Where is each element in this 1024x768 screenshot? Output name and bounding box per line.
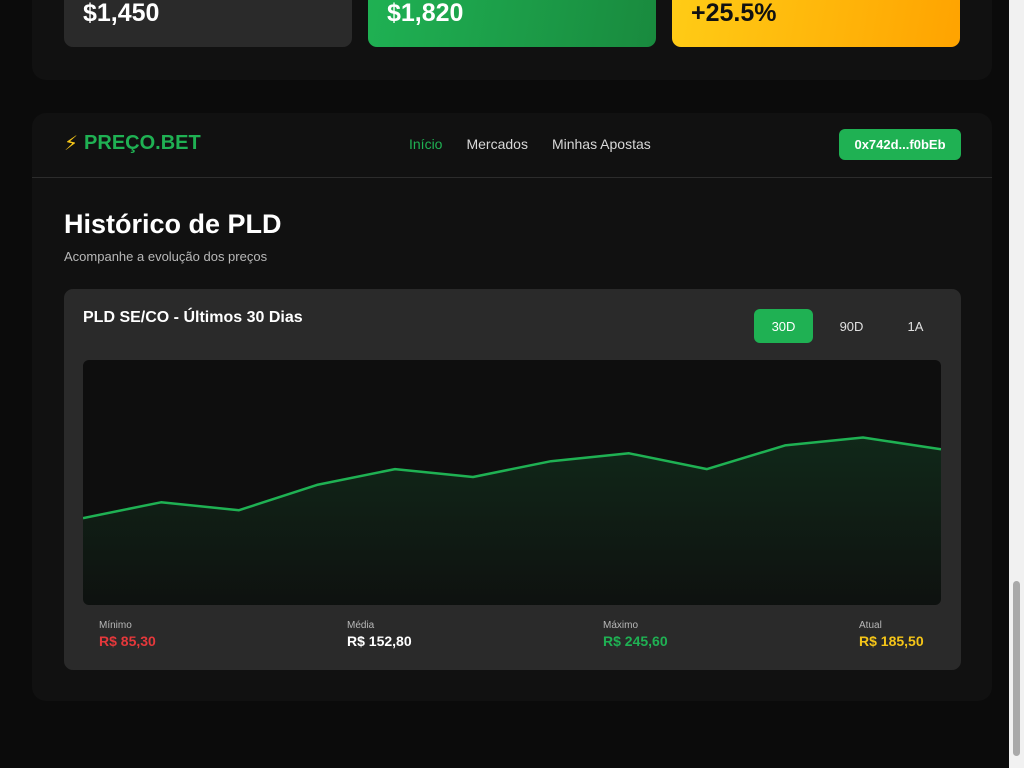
chart-card: PLD SE/CO - Últimos 30 Dias 30D 90D 1A M… xyxy=(64,289,961,670)
stat-label: Média xyxy=(347,620,375,631)
stat-value: R$ 85,30 xyxy=(99,633,156,649)
nav-link-inicio[interactable]: Início xyxy=(409,136,443,152)
nav-link-mercados[interactable]: Mercados xyxy=(466,136,528,152)
summary-card-value: $1,450 xyxy=(83,0,160,27)
price-chart xyxy=(83,360,941,605)
range-button-90d[interactable]: 90D xyxy=(822,309,881,343)
navbar: ⚡ PREÇO.BET Início Mercados Minhas Apost… xyxy=(32,113,992,178)
range-button-1a[interactable]: 1A xyxy=(886,309,945,343)
stat-atual: Atual R$ 185,50 xyxy=(859,620,924,649)
chart-area-fill xyxy=(83,437,941,605)
lightning-icon: ⚡ xyxy=(64,133,79,155)
summary-card-2: $1,820 xyxy=(368,0,656,47)
stat-maximo: Máximo R$ 245,60 xyxy=(603,620,668,649)
stat-media: Média R$ 152,80 xyxy=(347,620,412,649)
nav-links: Início Mercados Minhas Apostas xyxy=(409,136,651,152)
chart-title: PLD SE/CO - Últimos 30 Dias xyxy=(83,309,303,326)
page-subtitle: Acompanhe a evolução dos preços xyxy=(64,249,268,264)
price-chart-svg xyxy=(83,436,941,605)
summary-card-value: +25.5% xyxy=(691,0,777,27)
nav-link-minhas-apostas[interactable]: Minhas Apostas xyxy=(551,136,651,152)
summary-card-3: +25.5% xyxy=(672,0,960,47)
summary-card-value: $1,820 xyxy=(387,0,464,27)
stat-label: Máximo xyxy=(603,620,639,631)
stat-label: Atual xyxy=(859,620,882,631)
stat-label: Mínimo xyxy=(99,620,132,631)
page-scrollbar[interactable] xyxy=(1009,0,1024,768)
stat-value: R$ 245,60 xyxy=(603,633,668,649)
stat-value: R$ 185,50 xyxy=(859,633,924,649)
page-title: Histórico de PLD xyxy=(64,209,282,239)
stat-value: R$ 152,80 xyxy=(347,633,412,649)
brand-name: PREÇO.BET xyxy=(84,132,201,154)
scrollbar-thumb[interactable] xyxy=(1013,581,1020,756)
range-button-30d[interactable]: 30D xyxy=(754,309,813,343)
wallet-button[interactable]: 0x742d...f0bEb xyxy=(839,129,961,160)
stat-minimo: Mínimo R$ 85,30 xyxy=(99,620,156,649)
brand-logo[interactable]: ⚡ PREÇO.BET xyxy=(64,131,201,156)
chart-series-line xyxy=(83,436,941,520)
summary-card-1: $1,450 xyxy=(64,0,352,47)
